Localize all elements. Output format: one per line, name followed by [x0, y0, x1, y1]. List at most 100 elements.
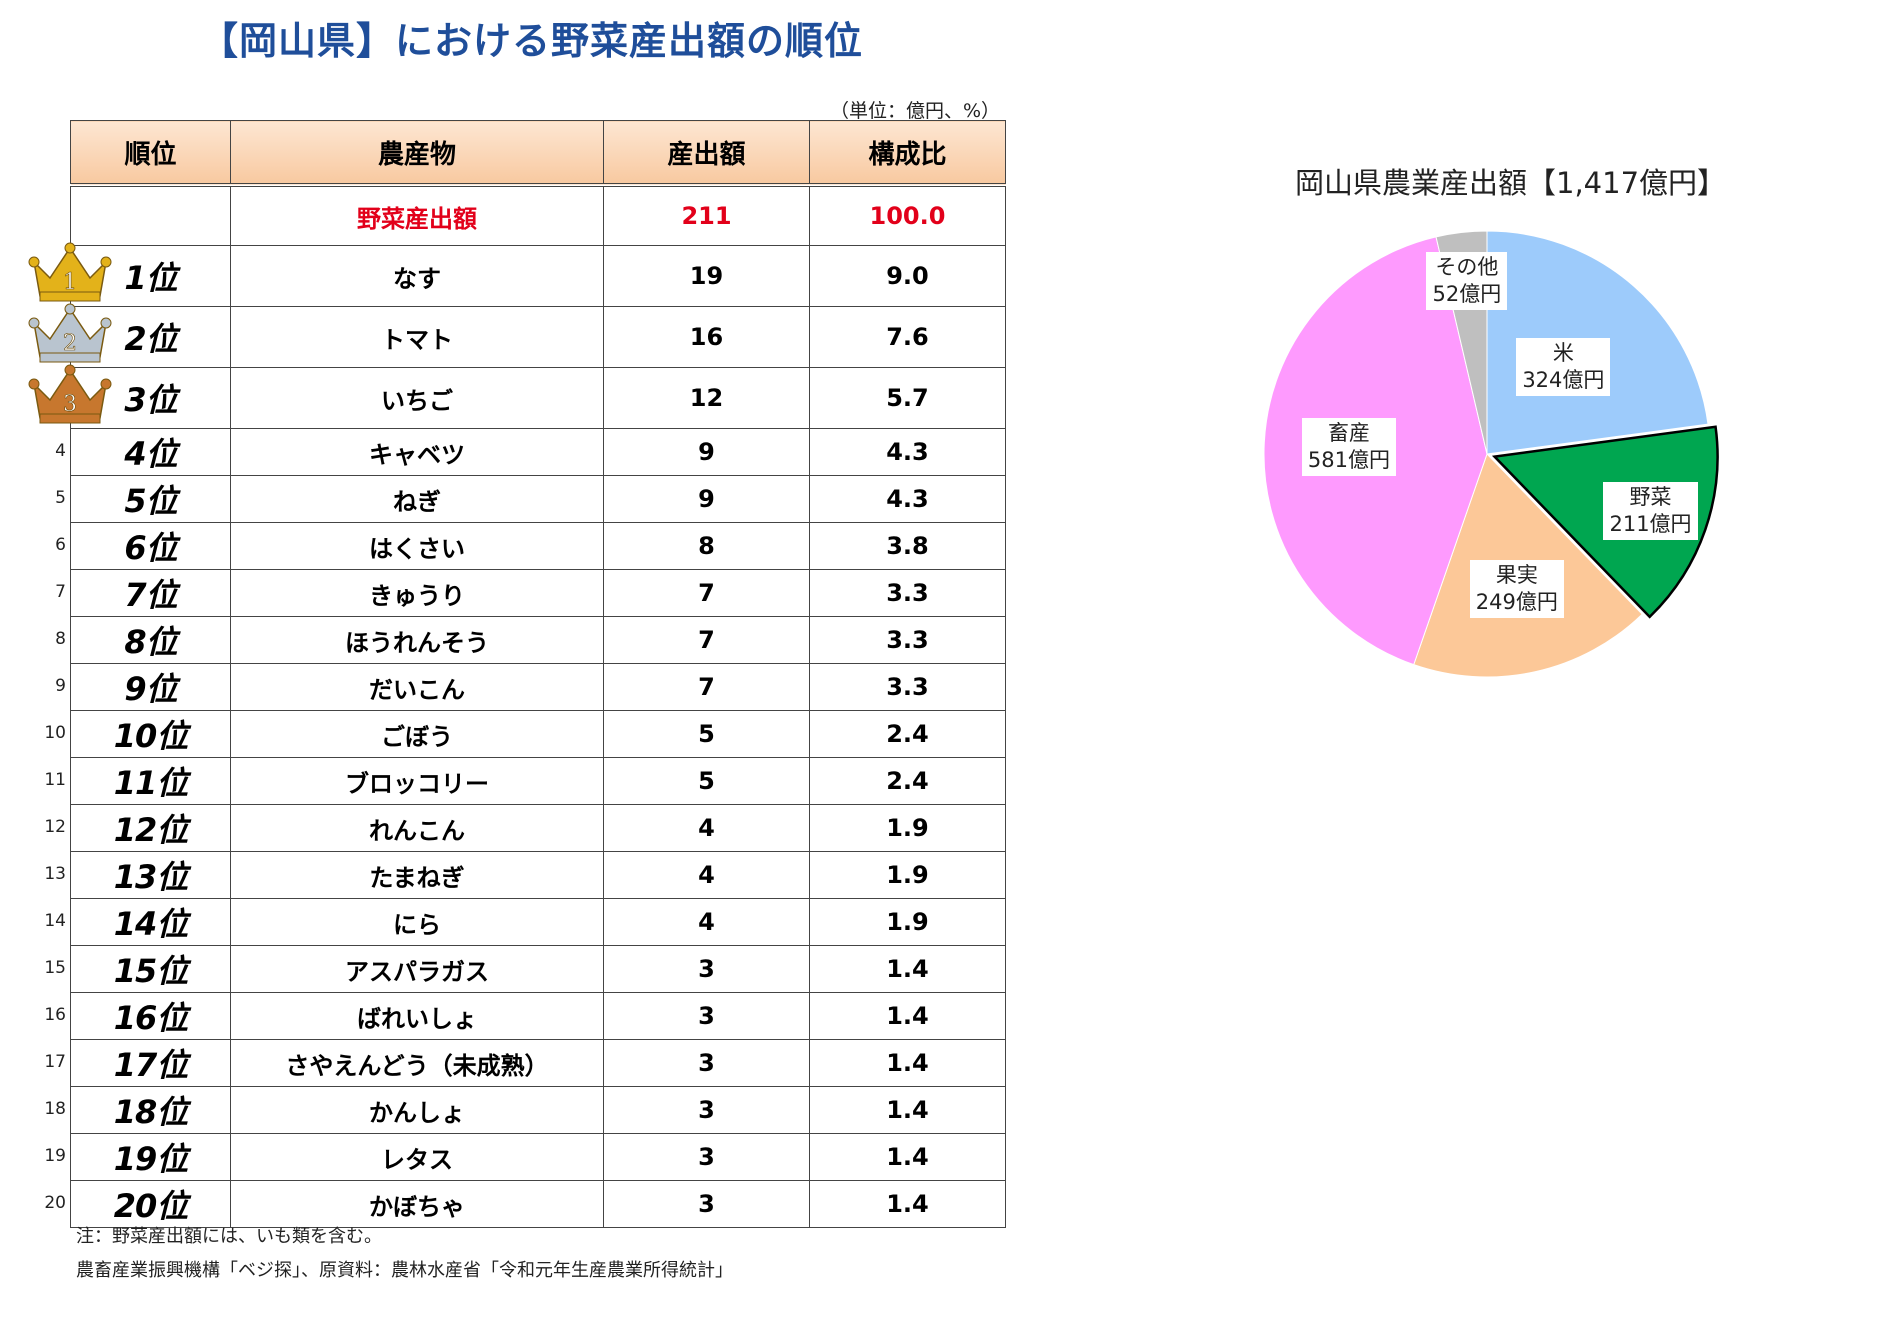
- pie-label-value: 581億円: [1307, 447, 1391, 472]
- rank-cell: 9位: [70, 663, 231, 711]
- crown-digit: 2: [63, 331, 77, 356]
- row-number: 16: [44, 1005, 66, 1025]
- table-row: 11位 ブロッコリー 5 2.4: [70, 757, 1006, 805]
- item-cell: にら: [230, 898, 604, 946]
- value-cell: 3: [603, 1086, 810, 1134]
- rank-cell: 20位: [70, 1180, 231, 1228]
- total-share: 100.0: [809, 184, 1006, 246]
- rank-cell: 15位: [70, 945, 231, 993]
- share-cell: 3.3: [809, 616, 1006, 664]
- crown-icon: 3: [28, 364, 112, 424]
- total-value: 211: [603, 184, 810, 246]
- pie-label: 米 324億円: [1516, 337, 1611, 396]
- table-row: 12位 れんこん 4 1.9: [70, 804, 1006, 852]
- pie-label: 果実 249億円: [1469, 560, 1564, 618]
- share-cell: 4.3: [809, 475, 1006, 523]
- crown-digit: 1: [63, 270, 77, 295]
- rank-cell: 6位: [70, 522, 231, 570]
- share-cell: 1.9: [809, 851, 1006, 899]
- crown-icon: 2: [28, 303, 112, 363]
- rank-cell: 2位: [70, 306, 231, 368]
- chart-title: 岡山県農業産出額【1,417億円】: [1295, 166, 1727, 200]
- source-note: 農畜産業振興機構「ベジ探」、原資料：農林水産省「令和元年生産農業所得統計」: [76, 1260, 733, 1281]
- share-cell: 3.3: [809, 569, 1006, 617]
- value-cell: 3: [603, 992, 810, 1040]
- rank-cell: 7位: [70, 569, 231, 617]
- rank-cell: 18位: [70, 1086, 231, 1134]
- share-cell: 1.9: [809, 804, 1006, 852]
- share-cell: 1.4: [809, 945, 1006, 993]
- share-cell: 1.9: [809, 898, 1006, 946]
- rank-cell: 11位: [70, 757, 231, 805]
- item-cell: なす: [230, 245, 604, 307]
- crown-digit: 3: [63, 392, 77, 417]
- item-cell: いちご: [230, 367, 604, 429]
- value-cell: 7: [603, 569, 810, 617]
- header-share: 構成比: [809, 120, 1006, 187]
- value-cell: 3: [603, 1039, 810, 1087]
- share-cell: 1.4: [809, 1039, 1006, 1087]
- pie-label-name: 米: [1552, 340, 1574, 365]
- item-cell: たまねぎ: [230, 851, 604, 899]
- total-row: 野菜産出額 211 100.0: [70, 184, 1006, 246]
- total-rank-cell: [70, 184, 231, 246]
- row-number: 17: [44, 1052, 66, 1072]
- pie-label-name: 果実: [1495, 563, 1538, 587]
- item-cell: ばれいしょ: [230, 992, 604, 1040]
- table-row: 19位 レタス 3 1.4: [70, 1133, 1006, 1181]
- item-cell: かぼちゃ: [230, 1180, 604, 1228]
- row-number: 6: [55, 535, 66, 555]
- share-cell: 1.4: [809, 1180, 1006, 1228]
- item-cell: さやえんどう（未成熟）: [230, 1039, 604, 1087]
- rank-cell: 19位: [70, 1133, 231, 1181]
- item-cell: トマト: [230, 306, 604, 368]
- share-cell: 2.4: [809, 757, 1006, 805]
- table-row: 18位 かんしょ 3 1.4: [70, 1086, 1006, 1134]
- row-number: 7: [55, 582, 66, 602]
- pie-label: 野菜 211億円: [1603, 481, 1698, 540]
- share-cell: 3.3: [809, 663, 1006, 711]
- value-cell: 4: [603, 851, 810, 899]
- rank-cell: 5位: [70, 475, 231, 523]
- value-cell: 5: [603, 710, 810, 758]
- footnote: 注：野菜産出額には、いも類を含む。: [76, 1226, 382, 1247]
- value-cell: 3: [603, 1180, 810, 1228]
- value-cell: 16: [603, 306, 810, 368]
- row-number: 14: [44, 911, 66, 931]
- item-cell: アスパラガス: [230, 945, 604, 993]
- share-cell: 2.4: [809, 710, 1006, 758]
- value-cell: 7: [603, 616, 810, 664]
- pie-label-name: その他: [1435, 255, 1499, 280]
- table-row: 2位 トマト 16 7.6: [70, 306, 1006, 368]
- row-number: 19: [44, 1146, 66, 1166]
- unit-note: （単位：億円、%）: [830, 100, 1001, 122]
- value-cell: 9: [603, 428, 810, 476]
- share-cell: 1.4: [809, 1086, 1006, 1134]
- item-cell: レタス: [230, 1133, 604, 1181]
- item-cell: はくさい: [230, 522, 604, 570]
- table-row: 16位 ばれいしょ 3 1.4: [70, 992, 1006, 1040]
- table-row: 15位 アスパラガス 3 1.4: [70, 945, 1006, 993]
- rank-cell: 13位: [70, 851, 231, 899]
- pie-label-value: 211億円: [1609, 511, 1692, 536]
- header-rank: 順位: [70, 120, 231, 187]
- value-cell: 3: [603, 1133, 810, 1181]
- value-cell: 12: [603, 367, 810, 429]
- item-cell: キャベツ: [230, 428, 604, 476]
- table-row: 1位 なす 19 9.0: [70, 245, 1006, 307]
- table-row: 13位 たまねぎ 4 1.9: [70, 851, 1006, 899]
- value-cell: 7: [603, 663, 810, 711]
- table-row: 8位 ほうれんそう 7 3.3: [70, 616, 1006, 664]
- row-number: 8: [55, 629, 66, 649]
- share-cell: 5.7: [809, 367, 1006, 429]
- rank-cell: 16位: [70, 992, 231, 1040]
- table-row: 3位 いちご 12 5.7: [70, 367, 1006, 429]
- value-cell: 8: [603, 522, 810, 570]
- rank-cell: 10位: [70, 710, 231, 758]
- total-label: 野菜産出額: [230, 184, 604, 246]
- item-cell: ねぎ: [230, 475, 604, 523]
- table-row: 5位 ねぎ 9 4.3: [70, 475, 1006, 523]
- item-cell: かんしょ: [230, 1086, 604, 1134]
- table-row: 20位 かぼちゃ 3 1.4: [70, 1180, 1006, 1228]
- row-number: 12: [44, 817, 66, 837]
